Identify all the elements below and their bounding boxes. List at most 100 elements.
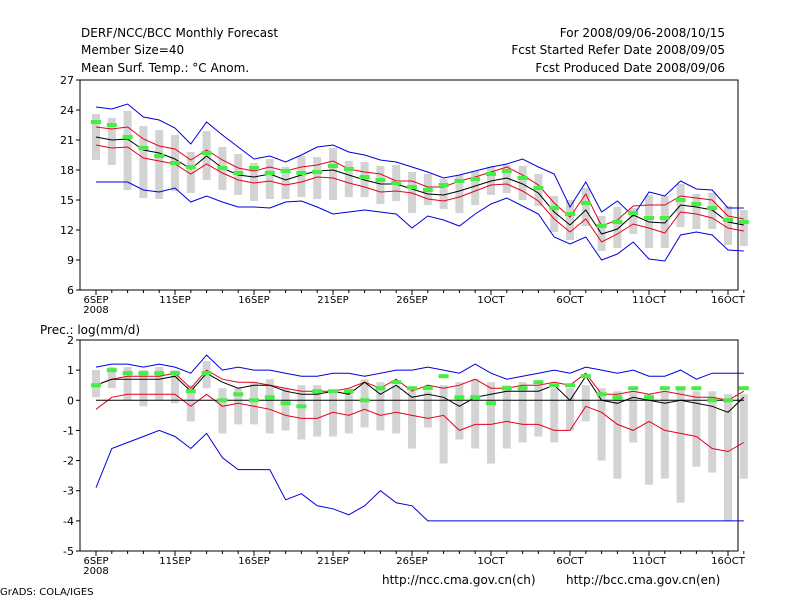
prec-x-tick-label: 11SEP xyxy=(159,556,190,567)
prec-obs-marker xyxy=(328,389,338,394)
temp-x-tick-label: 26SEP xyxy=(396,295,427,306)
prec-obs-marker xyxy=(675,386,686,391)
temp-ensemble-box xyxy=(329,148,337,200)
prec-obs-marker xyxy=(217,398,228,403)
prec-x-tick-label: 6OCT xyxy=(556,556,584,567)
temp-x-tick-label: 6SEP xyxy=(83,295,108,306)
temp-obs-marker xyxy=(154,154,165,158)
prec-ensemble-box xyxy=(265,379,274,434)
temp-obs-marker xyxy=(628,211,639,215)
prec-ensemble-box xyxy=(218,388,227,434)
temp-obs-marker xyxy=(565,212,575,216)
prec-obs-marker xyxy=(628,386,639,391)
ncc-url[interactable]: http://ncc.cma.gov.cn(ch) xyxy=(382,573,536,587)
temp-mean-line xyxy=(95,136,744,235)
temp-obs-marker xyxy=(486,172,496,176)
header-left-line-3: Mean Surf. Temp.: °C Anom. xyxy=(81,61,250,75)
prec-ensemble-box xyxy=(708,391,717,473)
temp-ensemble-box xyxy=(660,196,669,248)
prec-ensemble-box xyxy=(566,388,574,431)
temp-ensemble-box xyxy=(471,171,480,205)
prec-obs-marker xyxy=(296,404,307,409)
temp-obs-marker xyxy=(312,170,323,174)
prec-ensemble-box xyxy=(360,379,369,428)
temp-lower-line xyxy=(95,144,744,243)
prec-ensemble-box xyxy=(550,388,559,443)
header-right-line-3: Fcst Produced Date 2008/09/06 xyxy=(535,61,725,75)
temp-obs-marker xyxy=(217,166,228,170)
temp-ensemble-box xyxy=(518,166,527,200)
prec-obs-marker xyxy=(280,401,291,406)
prec-obs-marker xyxy=(264,395,275,400)
temp-x-tick-label: 1OCT xyxy=(477,295,505,306)
prec-ensemble-box xyxy=(392,385,401,434)
prec-ensemble-box xyxy=(186,385,195,422)
prec-ensemble-box xyxy=(281,388,290,431)
temp-obs-marker xyxy=(343,167,354,171)
temp-ensemble-box xyxy=(155,130,164,199)
prec-mean-line xyxy=(95,372,745,413)
temp-obs-marker xyxy=(233,171,244,175)
temp-ensemble-box xyxy=(123,111,132,190)
temp-y-tick-label: 9 xyxy=(67,254,74,267)
prec-ensemble-box xyxy=(645,394,653,485)
prec-ensemble-box xyxy=(155,367,164,401)
temp-ensemble-box xyxy=(455,175,464,213)
prec-ensemble-box xyxy=(676,388,685,503)
prec-ensemble-box xyxy=(250,382,258,425)
temp-ensemble-box xyxy=(566,200,574,240)
temp-min-line xyxy=(96,181,744,262)
temp-y-tick-label: 18 xyxy=(60,164,74,177)
prec-ensemble-box xyxy=(234,388,243,425)
prec-obs-marker xyxy=(343,389,354,394)
bcc-url[interactable]: http://bcc.cma.gov.cn(en) xyxy=(566,573,721,587)
temp-ensemble-box xyxy=(376,166,385,204)
temp-obs-marker xyxy=(723,218,733,222)
prec-ensemble-box xyxy=(534,385,543,437)
prec-obs-marker xyxy=(659,386,670,391)
temp-obs-marker xyxy=(422,188,433,192)
prec-obs-marker xyxy=(201,371,212,376)
prec-ensemble-box xyxy=(692,391,701,467)
prec-y-tick-label: -4 xyxy=(63,515,74,528)
prec-x-tick-label: 16OCT xyxy=(711,556,746,567)
prec-obs-marker xyxy=(154,371,165,376)
temp-ensemble-box xyxy=(250,163,258,201)
prec-obs-marker xyxy=(375,386,386,391)
temp-x-tick-label: 11SEP xyxy=(159,295,190,306)
temp-obs-marker xyxy=(454,179,465,183)
prec-obs-marker xyxy=(185,389,196,394)
temp-x-tick-label: 11OCT xyxy=(632,295,667,306)
temp-obs-marker xyxy=(644,216,654,220)
prec-obs-marker xyxy=(312,389,323,394)
temp-obs-marker xyxy=(91,120,101,124)
prec-x-tick-label: 21SEP xyxy=(317,556,348,567)
prec-obs-marker xyxy=(233,392,244,397)
temp-y-tick-label: 27 xyxy=(60,74,74,87)
prec-x-tick-label: 6SEP xyxy=(83,556,108,567)
prec-obs-marker xyxy=(501,386,512,391)
temp-obs-marker xyxy=(675,198,686,202)
temp-y-tick-label: 12 xyxy=(60,224,74,237)
prec-y-tick-label: -2 xyxy=(63,455,74,468)
temp-y-tick-label: 15 xyxy=(60,194,74,207)
temp-ensemble-box xyxy=(265,159,274,199)
prec-ensemble-box xyxy=(724,394,732,521)
temp-obs-marker xyxy=(517,176,528,180)
temp-obs-marker xyxy=(596,224,607,228)
temp-ensemble-box xyxy=(344,161,353,197)
prec-x-tick-label: 16SEP xyxy=(238,556,269,567)
temp-x-year-label: 2008 xyxy=(83,305,108,316)
temp-ensemble-box xyxy=(139,126,148,198)
prec-ensemble-box xyxy=(344,388,353,434)
prec-obs-marker xyxy=(549,383,560,388)
prec-x-tick-label: 26SEP xyxy=(396,556,427,567)
prec-ensemble-box xyxy=(297,385,306,440)
prec-ensemble-box xyxy=(597,388,606,461)
prec-max-line xyxy=(95,354,744,380)
grads-credit: GrADS: COLA/IGES xyxy=(0,587,94,598)
temp-obs-marker xyxy=(280,169,291,173)
prec-obs-marker xyxy=(612,395,623,400)
prec-obs-marker xyxy=(644,395,654,400)
